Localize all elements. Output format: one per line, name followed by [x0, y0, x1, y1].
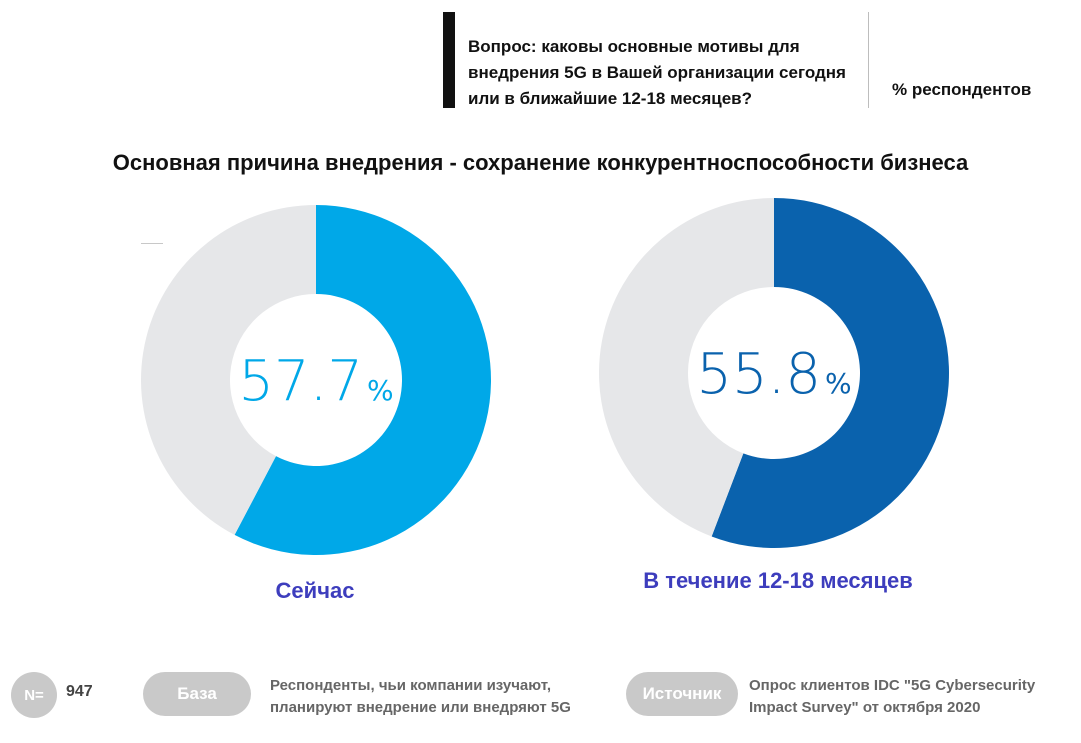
base-description-line-1: Респонденты, чьи компании изучают, — [270, 677, 552, 694]
question-text: Вопрос: каковы основные мотивы для внедр… — [468, 37, 846, 108]
caption-12-18-months: В течение 12-18 месяцев — [643, 568, 913, 593]
base-description-line-2: планируют внедрение или внедряют 5G — [270, 699, 571, 716]
n-value: 947 — [66, 683, 93, 700]
base-pill: База — [143, 672, 251, 716]
source-description-line-1: Опрос клиентов IDC "5G Cybersecurity — [749, 677, 1036, 694]
donut-slice-remainder — [141, 205, 316, 535]
donut-value-unit: % — [367, 374, 394, 407]
caption-now: Сейчас — [275, 578, 355, 603]
donut-center-value: 55.8% — [696, 342, 851, 407]
donut-slice-value — [711, 198, 949, 548]
donut-slice-value — [234, 205, 492, 555]
base-description: Респонденты, чьи компании изучают, плани… — [270, 675, 571, 719]
chart-subtitle: Основная причина внедрения - сохранение … — [112, 150, 969, 175]
donut-slice-remainder — [599, 198, 774, 537]
header-divider — [868, 12, 869, 108]
decorative-line — [141, 243, 163, 244]
n-badge: N= — [11, 672, 57, 718]
donut-value-number: 57.7 — [238, 349, 363, 414]
unit-label: % респондентов — [892, 80, 1032, 99]
source-description: Опрос клиентов IDC "5G Cybersecurity Imp… — [749, 675, 1035, 719]
donut-value-unit: % — [825, 367, 852, 400]
source-description-line-2: Impact Survey" от октября 2020 — [749, 699, 981, 716]
donut-value-number: 55.8 — [696, 342, 821, 407]
donut-center-value: 57.7% — [238, 349, 393, 414]
question-accent-bar — [443, 12, 455, 108]
source-pill: Источник — [626, 672, 738, 716]
